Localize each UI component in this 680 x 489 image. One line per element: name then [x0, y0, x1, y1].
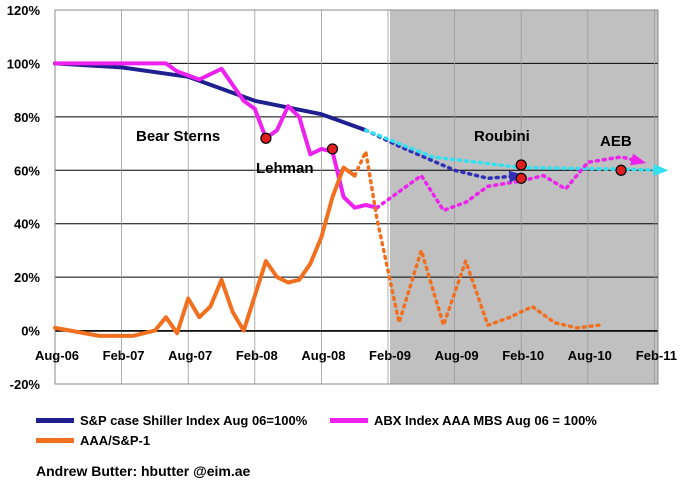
- x-tick-label: Aug-10: [568, 348, 612, 363]
- y-tick-label: 80%: [14, 110, 40, 125]
- y-tick-label: 0%: [21, 324, 40, 339]
- event-marker-1: [326, 143, 339, 155]
- series-line-0: [53, 61, 368, 133]
- x-tick-label: Aug-09: [435, 348, 479, 363]
- x-tick-label: Feb-08: [236, 348, 278, 363]
- x-tick-label: Aug-06: [35, 348, 79, 363]
- y-tick-label: 40%: [14, 217, 40, 232]
- event-marker-0: [260, 132, 272, 144]
- annotation-bear-sterns: Bear Sterns: [136, 128, 220, 145]
- series-lines: [53, 61, 669, 338]
- legend-swatch-aaa-sp: [36, 438, 74, 443]
- event-marker-3: [615, 164, 627, 176]
- plot-border: [54, 9, 659, 385]
- x-tick-labels: Aug-06 Feb-07 Aug-07 Feb-08 Aug-08 Feb-09 Aug-…: [35, 348, 677, 363]
- legend-label-aaa-sp: AAA/S&P-1: [80, 433, 151, 448]
- series-line-5: [53, 165, 357, 338]
- series-line-3: [53, 61, 379, 210]
- x-tick-label: Feb-09: [369, 348, 411, 363]
- x-tick-label: Feb-07: [103, 348, 145, 363]
- y-tick-labels: -20% 0% 20% 40% 60% 80% 100% 120%: [7, 3, 41, 392]
- legend-label-sp-case-shiller: S&P case Shiller Index Aug 06=100%: [80, 413, 308, 428]
- y-tick-label: -20%: [10, 377, 41, 392]
- x-tick-label: Feb-10: [502, 348, 544, 363]
- y-tick-label: 60%: [14, 163, 40, 178]
- x-tick-label: Aug-07: [168, 348, 212, 363]
- x-tick-label: Feb-11: [636, 348, 677, 363]
- legend-swatch-abx-index: [330, 418, 368, 423]
- legend-item-sp-case-shiller: S&P case Shiller Index Aug 06=100%: [36, 413, 307, 428]
- series-line-1: [364, 128, 523, 181]
- y-tick-label: 100%: [7, 56, 41, 71]
- legend-item-abx-index: ABX Index AAA MBS Aug 06 = 100%: [330, 413, 597, 428]
- vertical-gridlines: [121, 10, 655, 384]
- legend-swatch-sp-case-shiller: [36, 418, 74, 423]
- author-credit: Andrew Butter: hbutter @eim.ae: [36, 463, 251, 479]
- y-tick-label: 20%: [14, 270, 40, 285]
- event-markers: [260, 132, 627, 184]
- annotation-roubini: Roubini: [474, 128, 530, 145]
- series-line-6: [352, 149, 601, 330]
- series-arrowhead-2: [653, 163, 669, 176]
- forecast-shading: [390, 10, 658, 384]
- annotation-aeb: AEB: [600, 133, 632, 150]
- legend-item-aaa-sp: AAA/S&P-1: [36, 433, 150, 448]
- extra-marker-0: [515, 172, 527, 184]
- annotation-lehman: Lehman: [256, 160, 314, 177]
- event-marker-2: [515, 159, 527, 171]
- x-tick-label: Aug-08: [301, 348, 345, 363]
- y-tick-label: 120%: [7, 3, 41, 18]
- series-arrowhead-4: [630, 153, 647, 166]
- legend-label-abx-index: ABX Index AAA MBS Aug 06 = 100%: [374, 413, 597, 428]
